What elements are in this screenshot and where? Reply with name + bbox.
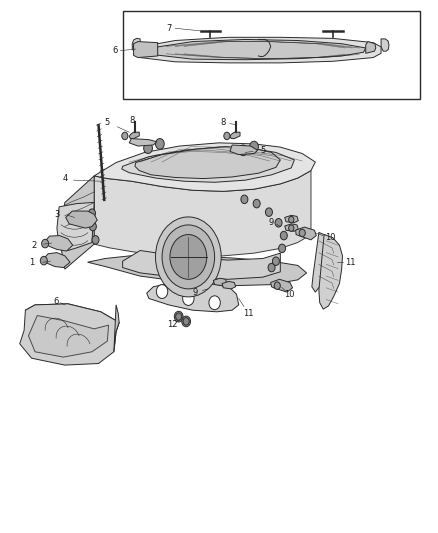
Circle shape bbox=[250, 141, 258, 152]
Polygon shape bbox=[271, 279, 293, 292]
Polygon shape bbox=[57, 203, 94, 251]
Circle shape bbox=[253, 199, 260, 208]
Polygon shape bbox=[312, 232, 336, 292]
Polygon shape bbox=[129, 139, 157, 146]
Polygon shape bbox=[129, 132, 139, 139]
Text: 4: 4 bbox=[62, 174, 67, 183]
Polygon shape bbox=[66, 211, 97, 228]
Polygon shape bbox=[319, 235, 343, 309]
Text: 7: 7 bbox=[166, 24, 171, 33]
Polygon shape bbox=[230, 145, 258, 155]
Polygon shape bbox=[46, 236, 73, 251]
Polygon shape bbox=[155, 39, 366, 60]
Polygon shape bbox=[137, 37, 381, 63]
Circle shape bbox=[224, 132, 230, 140]
Circle shape bbox=[268, 263, 275, 272]
Circle shape bbox=[289, 216, 294, 223]
Circle shape bbox=[162, 225, 215, 289]
Text: 11: 11 bbox=[244, 309, 254, 318]
Text: 5: 5 bbox=[260, 146, 265, 155]
Circle shape bbox=[42, 239, 49, 248]
Bar bbox=[123, 11, 420, 99]
Text: 5: 5 bbox=[105, 118, 110, 127]
Text: 2: 2 bbox=[32, 241, 37, 249]
Polygon shape bbox=[213, 278, 227, 286]
Text: 12: 12 bbox=[167, 320, 178, 328]
Circle shape bbox=[209, 296, 220, 310]
Circle shape bbox=[89, 222, 96, 231]
Text: 10: 10 bbox=[325, 233, 336, 242]
Circle shape bbox=[176, 313, 182, 320]
Polygon shape bbox=[114, 305, 119, 352]
Polygon shape bbox=[135, 147, 280, 179]
Polygon shape bbox=[296, 227, 316, 240]
Polygon shape bbox=[285, 224, 298, 231]
Polygon shape bbox=[381, 39, 389, 51]
Polygon shape bbox=[222, 281, 236, 289]
Circle shape bbox=[272, 257, 279, 265]
Circle shape bbox=[174, 311, 183, 322]
Circle shape bbox=[170, 235, 207, 279]
Text: 6: 6 bbox=[112, 46, 117, 55]
Polygon shape bbox=[28, 316, 109, 357]
Text: 8: 8 bbox=[130, 116, 135, 125]
Polygon shape bbox=[94, 171, 311, 257]
Polygon shape bbox=[59, 176, 94, 269]
Circle shape bbox=[274, 282, 280, 289]
Circle shape bbox=[88, 209, 95, 217]
Circle shape bbox=[265, 208, 272, 216]
Circle shape bbox=[280, 231, 287, 240]
Circle shape bbox=[275, 219, 282, 227]
Circle shape bbox=[182, 316, 191, 327]
Circle shape bbox=[92, 236, 99, 244]
Circle shape bbox=[183, 292, 194, 305]
Text: 8: 8 bbox=[221, 118, 226, 127]
Text: 3: 3 bbox=[54, 210, 60, 219]
Polygon shape bbox=[123, 251, 280, 279]
Polygon shape bbox=[147, 281, 239, 312]
Circle shape bbox=[155, 217, 221, 297]
Text: 10: 10 bbox=[284, 290, 294, 298]
Circle shape bbox=[299, 229, 305, 237]
Text: 9: 9 bbox=[268, 218, 273, 227]
Polygon shape bbox=[44, 253, 70, 268]
Text: 11: 11 bbox=[345, 258, 356, 266]
Circle shape bbox=[183, 318, 189, 325]
Polygon shape bbox=[94, 143, 315, 191]
Polygon shape bbox=[20, 304, 119, 365]
Text: 9: 9 bbox=[192, 288, 198, 296]
Circle shape bbox=[122, 132, 128, 140]
Polygon shape bbox=[230, 132, 240, 139]
Text: 6: 6 bbox=[53, 297, 59, 305]
Circle shape bbox=[40, 256, 47, 265]
Polygon shape bbox=[366, 42, 376, 53]
Polygon shape bbox=[132, 38, 140, 52]
Polygon shape bbox=[285, 215, 298, 223]
Polygon shape bbox=[25, 304, 119, 333]
Text: 1: 1 bbox=[29, 258, 35, 266]
Polygon shape bbox=[134, 42, 158, 58]
Polygon shape bbox=[122, 147, 294, 182]
Circle shape bbox=[289, 225, 294, 231]
Circle shape bbox=[155, 139, 164, 149]
Circle shape bbox=[144, 143, 152, 154]
Circle shape bbox=[239, 145, 247, 156]
Polygon shape bbox=[88, 255, 307, 286]
Circle shape bbox=[156, 285, 168, 298]
Circle shape bbox=[279, 244, 286, 253]
Circle shape bbox=[241, 195, 248, 204]
